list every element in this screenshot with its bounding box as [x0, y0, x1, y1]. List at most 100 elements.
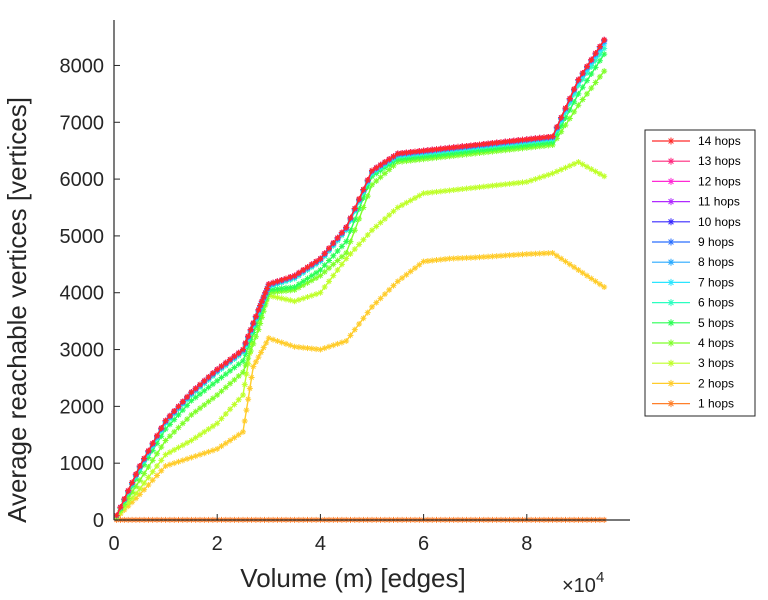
legend-label: 7 hops	[698, 275, 734, 289]
data-point	[129, 489, 136, 496]
data-point	[248, 374, 255, 381]
data-point	[295, 284, 302, 291]
data-point	[390, 208, 397, 215]
legend-label: 8 hops	[698, 255, 734, 269]
data-point	[343, 338, 350, 345]
data-point	[450, 255, 457, 262]
series-line	[115, 43, 605, 516]
data-point	[326, 265, 332, 272]
data-point	[506, 180, 513, 187]
data-point	[463, 185, 470, 192]
y-tick-label: 4000	[60, 283, 105, 305]
data-point	[558, 166, 565, 173]
data-point	[571, 160, 578, 167]
data-point	[386, 156, 393, 163]
data-point	[179, 398, 186, 405]
data-point	[132, 495, 139, 502]
legend-marker	[667, 299, 675, 307]
data-point	[467, 185, 474, 192]
data-point	[205, 426, 212, 433]
data-point	[149, 477, 156, 484]
data-point	[399, 275, 406, 282]
series-line	[115, 40, 605, 516]
series-line	[115, 39, 605, 516]
legend-item: 13 hops	[652, 154, 741, 168]
data-point	[125, 503, 132, 510]
data-point	[240, 357, 246, 364]
data-point	[227, 437, 234, 444]
data-point	[394, 150, 401, 157]
data-point	[588, 70, 595, 77]
data-point	[209, 423, 216, 430]
legend-label: 5 hops	[698, 316, 734, 330]
data-point	[218, 363, 225, 370]
series-line	[115, 39, 605, 516]
data-point	[343, 224, 350, 231]
data-point	[390, 153, 397, 160]
x-tick-label: 4	[315, 533, 326, 555]
data-point	[532, 176, 539, 183]
data-point	[403, 271, 410, 278]
data-point	[326, 245, 332, 252]
data-point	[171, 446, 178, 453]
data-point	[240, 369, 246, 376]
data-point	[158, 425, 165, 432]
axes	[113, 20, 630, 521]
legend-marker	[667, 137, 675, 145]
data-point	[403, 199, 410, 206]
data-point	[201, 377, 208, 384]
data-point	[334, 257, 341, 264]
x-tick-label: 0	[108, 533, 119, 555]
data-point	[235, 431, 242, 438]
data-point	[467, 254, 474, 261]
legend-item: 10 hops	[652, 215, 741, 229]
data-point	[545, 171, 552, 178]
data-point	[243, 371, 250, 378]
data-point	[278, 339, 285, 346]
data-point	[278, 285, 285, 292]
data-point	[192, 453, 199, 460]
data-point	[245, 396, 252, 403]
data-point	[197, 391, 203, 398]
data-point	[158, 433, 165, 440]
data-point	[192, 385, 199, 392]
data-point	[235, 396, 242, 403]
data-point	[129, 495, 136, 502]
legend-box	[644, 129, 756, 417]
series-line	[115, 39, 605, 516]
series-12-hops	[113, 36, 608, 519]
data-point	[373, 164, 380, 171]
legend-label: 12 hops	[698, 174, 741, 188]
data-point	[317, 272, 324, 279]
data-point	[246, 385, 253, 392]
data-point	[222, 440, 229, 447]
data-point	[197, 405, 203, 412]
data-point	[171, 416, 178, 423]
data-point	[472, 254, 479, 261]
data-point	[450, 186, 457, 193]
data-point	[321, 250, 328, 257]
data-point	[252, 333, 259, 340]
series-6-hops	[113, 45, 608, 519]
data-point	[485, 140, 492, 147]
data-point	[291, 343, 298, 350]
legend-label: 9 hops	[698, 235, 734, 249]
data-point	[579, 269, 586, 276]
data-point	[121, 495, 128, 502]
data-point	[571, 108, 578, 115]
data-point	[459, 255, 466, 262]
data-point	[260, 304, 267, 311]
legend-marker	[667, 400, 675, 408]
data-point	[519, 136, 526, 143]
data-point	[566, 261, 573, 268]
data-point	[579, 84, 586, 91]
data-point	[283, 296, 289, 303]
data-point	[433, 188, 440, 195]
data-point	[485, 253, 492, 260]
data-point	[442, 256, 449, 263]
data-point	[218, 374, 225, 381]
data-point	[192, 434, 199, 441]
data-point	[566, 115, 573, 122]
data-point	[412, 265, 418, 272]
data-point	[356, 215, 363, 222]
